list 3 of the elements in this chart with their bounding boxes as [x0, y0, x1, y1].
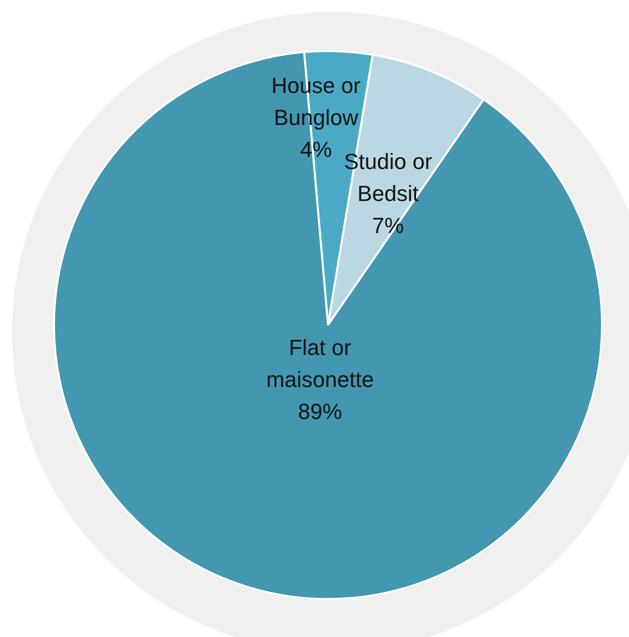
data-label: 89% [298, 399, 342, 424]
slice-label: Studio or Bedsit [344, 149, 432, 206]
slice-label: Flat or maisonette [266, 335, 374, 392]
